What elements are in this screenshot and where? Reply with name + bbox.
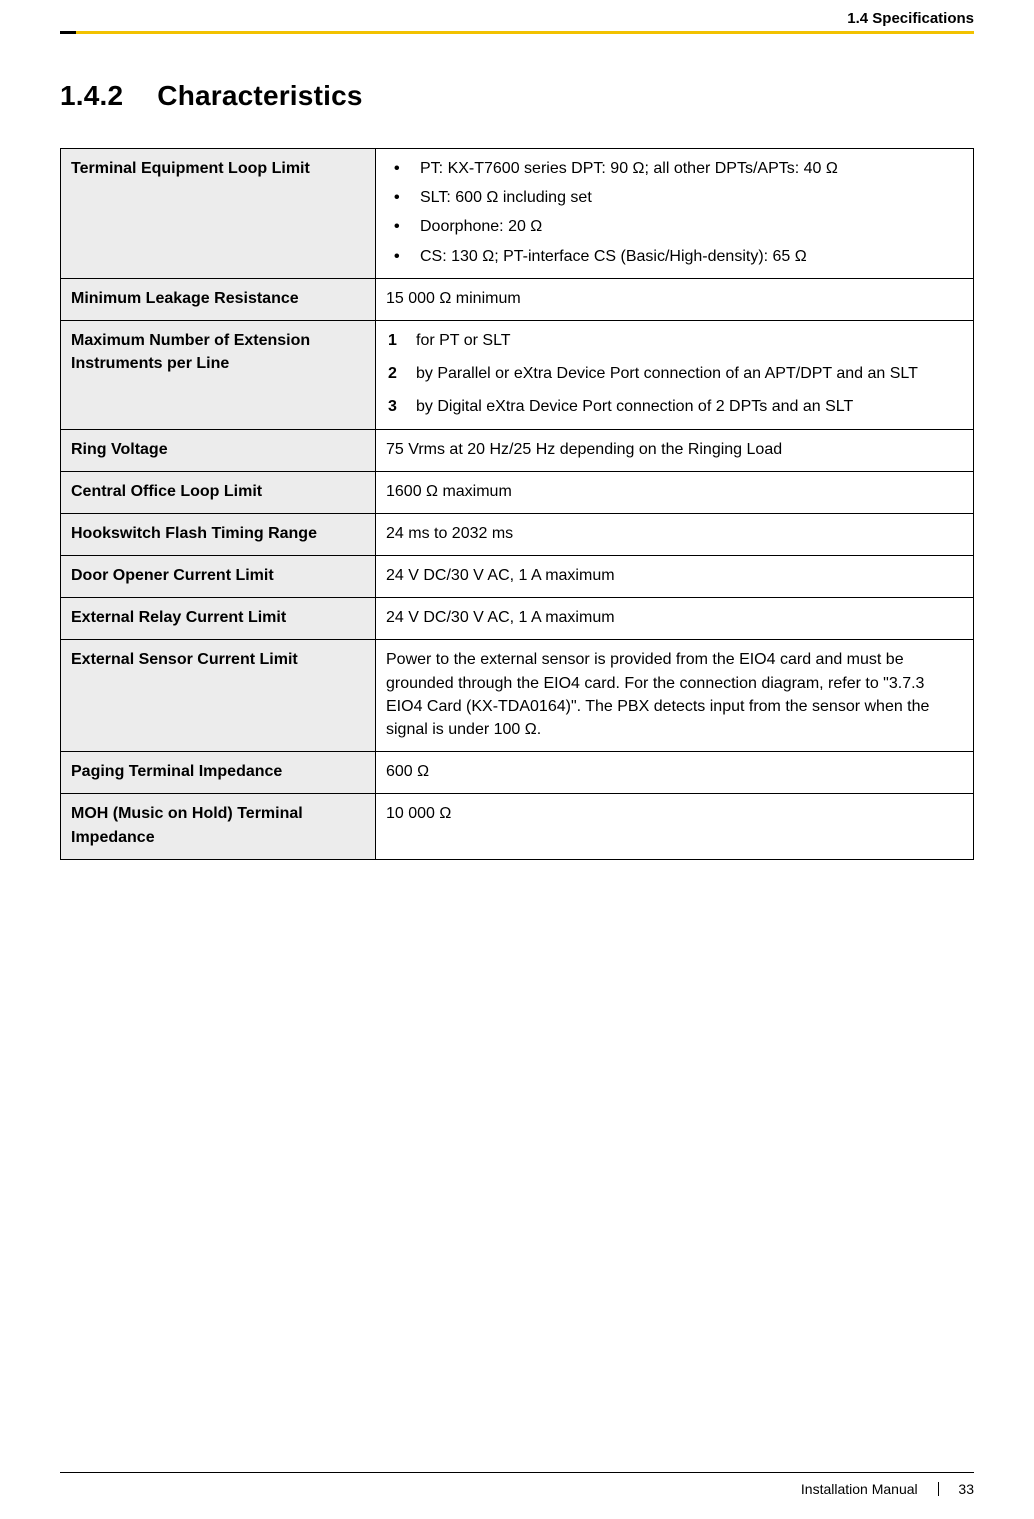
row-value: 24 V DC/30 V AC, 1 A maximum [376,556,974,598]
table-row: Ring Voltage 75 Vrms at 20 Hz/25 Hz depe… [61,429,974,471]
table-row: Minimum Leakage Resistance 15 000 Ω mini… [61,278,974,320]
list-item: SLT: 600 Ω including set [386,186,963,209]
row-value: 600 Ω [376,752,974,794]
row-label: Door Opener Current Limit [61,556,376,598]
list-item: PT: KX-T7600 series DPT: 90 Ω; all other… [386,157,963,180]
table-row: External Relay Current Limit 24 V DC/30 … [61,598,974,640]
row-value: 24 ms to 2032 ms [376,513,974,555]
footer: Installation Manual 33 [60,1472,974,1497]
list-item: by Digital eXtra Device Port connection … [386,395,963,418]
row-value: 10 000 Ω [376,794,974,859]
footer-doc-title: Installation Manual [801,1481,918,1497]
list-item: Doorphone: 20 Ω [386,215,963,238]
characteristics-table: Terminal Equipment Loop Limit PT: KX-T76… [60,148,974,860]
header-section-ref: 1.4 Specifications [60,0,974,31]
row-label: Maximum Number of Extension Instruments … [61,320,376,429]
row-value: for PT or SLT by Parallel or eXtra Devic… [376,320,974,429]
row-label: Terminal Equipment Loop Limit [61,149,376,279]
page: 1.4 Specifications 1.4.2Characteristics … [0,0,1034,1519]
numbered-list: for PT or SLT by Parallel or eXtra Devic… [386,329,963,419]
row-label: Minimum Leakage Resistance [61,278,376,320]
section-heading: 1.4.2 Characteristics [60,80,974,112]
list-item: by Parallel or eXtra Device Port connect… [386,362,963,385]
table-row: Hookswitch Flash Timing Range 24 ms to 2… [61,513,974,555]
header-rule [60,31,974,34]
row-label: MOH (Music on Hold) Terminal Impedance [61,794,376,859]
footer-separator [938,1482,939,1496]
row-label: Central Office Loop Limit [61,471,376,513]
bullet-list: PT: KX-T7600 series DPT: 90 Ω; all other… [386,157,963,268]
row-value: PT: KX-T7600 series DPT: 90 Ω; all other… [376,149,974,279]
table-row: Paging Terminal Impedance 600 Ω [61,752,974,794]
list-item: CS: 130 Ω; PT-interface CS (Basic/High-d… [386,245,963,268]
row-label: Hookswitch Flash Timing Range [61,513,376,555]
row-value: 15 000 Ω minimum [376,278,974,320]
row-label: Paging Terminal Impedance [61,752,376,794]
table-row: External Sensor Current Limit Power to t… [61,640,974,752]
table-row: Maximum Number of Extension Instruments … [61,320,974,429]
list-item: for PT or SLT [386,329,963,352]
row-value: 24 V DC/30 V AC, 1 A maximum [376,598,974,640]
section-number: 1.4.2 [60,80,123,111]
row-label: External Sensor Current Limit [61,640,376,752]
row-value: Power to the external sensor is provided… [376,640,974,752]
table-row: Central Office Loop Limit 1600 Ω maximum [61,471,974,513]
table-row: Terminal Equipment Loop Limit PT: KX-T76… [61,149,974,279]
footer-page-number: 33 [958,1481,974,1497]
row-value: 1600 Ω maximum [376,471,974,513]
table-row: Door Opener Current Limit 24 V DC/30 V A… [61,556,974,598]
section-title-text: Characteristics [157,80,362,111]
row-value: 75 Vrms at 20 Hz/25 Hz depending on the … [376,429,974,471]
row-label: External Relay Current Limit [61,598,376,640]
row-label: Ring Voltage [61,429,376,471]
table-row: MOH (Music on Hold) Terminal Impedance 1… [61,794,974,859]
